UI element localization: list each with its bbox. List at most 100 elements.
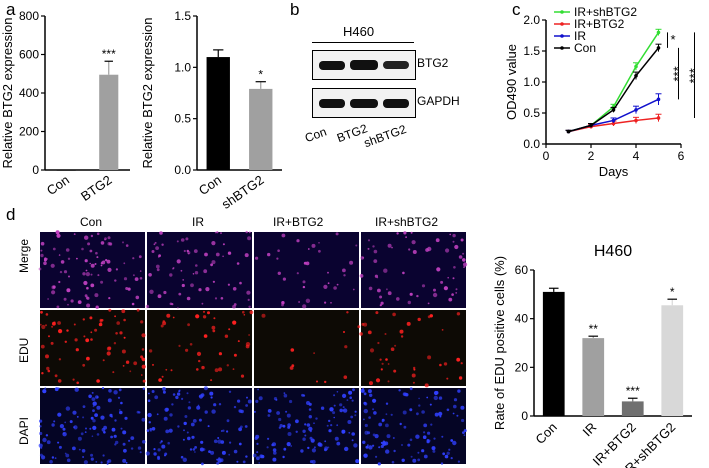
y-tick-label: 1.0 bbox=[523, 75, 540, 89]
panel-label-c: c bbox=[512, 0, 521, 19]
y-tick-label: 60 bbox=[515, 263, 529, 277]
x-tick-label: Con bbox=[532, 420, 559, 447]
y-tick-label: 2.0 bbox=[523, 13, 540, 27]
chart-a1-btg2-expression: 0 200 400 600 800 Relative BTG2 expression Con… bbox=[0, 9, 130, 204]
blot-band-gapdh bbox=[312, 88, 416, 118]
legend-marker-ir bbox=[560, 34, 564, 38]
significance-mark: *** bbox=[687, 68, 702, 83]
y-axis-label: OD490 value bbox=[504, 44, 519, 120]
x-tick-label: 6 bbox=[678, 149, 685, 163]
data-point-ir-shbtg2 bbox=[634, 64, 638, 69]
legend-label-con: Con bbox=[574, 41, 596, 55]
y-tick-label: 400 bbox=[19, 86, 39, 100]
data-point-ir-btg2 bbox=[634, 118, 638, 123]
legend-label-ir-shbtg2: IR+shBTG2 bbox=[574, 5, 637, 19]
western-blot: H460 BTG2 GAPDH Con BTG2 shBTG2 bbox=[303, 22, 460, 162]
significance-mark: ** bbox=[589, 322, 599, 336]
y-tick-label: 0 bbox=[521, 409, 528, 423]
x-tick-label: BTG2 bbox=[78, 172, 114, 204]
y-tick-label: 800 bbox=[19, 9, 39, 23]
panel-label-a: a bbox=[6, 0, 16, 19]
data-point-con bbox=[589, 123, 593, 128]
y-tick-label: 20 bbox=[515, 360, 529, 374]
y-tick-label: 0 bbox=[32, 163, 39, 177]
significance-mark: *** bbox=[626, 384, 640, 398]
micro-image-dapi-ir-btg2 bbox=[252, 388, 360, 464]
y-tick-label: 200 bbox=[19, 125, 39, 139]
chart-d-edu-rate: 0 20 40 60 Rate of EDU positive cells (%) H46… bbox=[492, 243, 692, 468]
data-point-con bbox=[566, 129, 571, 134]
blot-label-btg2: BTG2 bbox=[417, 56, 449, 70]
bar-con bbox=[206, 57, 230, 170]
micro-image-dapi-ir-shbtg2 bbox=[360, 387, 467, 466]
micro-row-merge: Merge bbox=[17, 238, 31, 273]
microscopy-grid: Con IR IR+BTG2 IR+shBTG2 Merge EDU DAPI bbox=[0, 215, 470, 468]
legend-label-ir-btg2: IR+BTG2 bbox=[574, 17, 625, 31]
chart-title: H460 bbox=[594, 243, 632, 260]
micro-row-edu: EDU bbox=[17, 337, 31, 363]
significance-mark: * bbox=[670, 285, 675, 299]
y-axis-label: Relative BTG2 expression bbox=[140, 17, 155, 168]
blot-band-btg2 bbox=[312, 50, 416, 80]
bar-con bbox=[56, 169, 76, 171]
micro-col-ir-shbtg2: IR+shBTG2 bbox=[375, 215, 439, 229]
micro-image-merge-ir-btg2 bbox=[254, 232, 359, 309]
bar-shbtg2 bbox=[249, 88, 273, 170]
y-tick-label: 0.5 bbox=[174, 112, 191, 126]
blot-cell-line: H460 bbox=[343, 24, 375, 39]
micro-col-ir: IR bbox=[192, 215, 204, 229]
data-point-ir-btg2 bbox=[611, 121, 616, 126]
significance-mark: *** bbox=[102, 47, 116, 61]
y-tick-label: 1.5 bbox=[523, 44, 540, 58]
legend-label-ir: IR bbox=[574, 29, 586, 43]
significance-mark: *** bbox=[671, 66, 686, 81]
x-axis-label: Days bbox=[599, 164, 629, 179]
data-point-ir-shbtg2 bbox=[656, 30, 661, 35]
blot-lane-con: Con bbox=[303, 124, 329, 146]
x-tick-label: shBTG2 bbox=[219, 172, 267, 212]
y-tick-label: 0.0 bbox=[174, 163, 191, 177]
significance-mark: * bbox=[671, 32, 676, 47]
legend-marker-con bbox=[560, 46, 564, 50]
micro-col-con: Con bbox=[80, 215, 103, 229]
x-tick-label: 0 bbox=[543, 149, 550, 163]
blot-lane-shbtg2: shBTG2 bbox=[362, 121, 409, 151]
legend-marker-ir-btg2 bbox=[560, 22, 564, 26]
data-point-ir bbox=[634, 108, 638, 112]
data-point-con bbox=[634, 74, 638, 78]
blot-label-gapdh: GAPDH bbox=[417, 94, 460, 108]
y-tick-label: 1.0 bbox=[174, 60, 191, 74]
data-point-ir bbox=[656, 97, 661, 102]
micro-image-merge-ir-shbtg2 bbox=[359, 231, 468, 308]
bar-btg2 bbox=[99, 74, 119, 170]
micro-image-merge-ir bbox=[145, 230, 252, 309]
y-axis-label: Rate of EDU positive cells (%) bbox=[492, 256, 507, 430]
y-tick-label: 1.5 bbox=[174, 9, 191, 23]
data-point-ir-btg2 bbox=[656, 116, 661, 120]
micro-col-ir-btg2: IR+BTG2 bbox=[273, 215, 324, 229]
micro-image-dapi-ir bbox=[145, 386, 252, 466]
panel-label-b: b bbox=[290, 0, 300, 19]
x-tick-label: 2 bbox=[588, 149, 595, 163]
y-tick-label: 600 bbox=[19, 48, 39, 62]
micro-image-dapi-con bbox=[38, 387, 146, 465]
chart-c-od490: 0.0 0.5 1.0 1.5 2.0 0 2 4 6 Days OD490 value IR+shB… bbox=[504, 5, 702, 179]
x-tick-label: Con bbox=[44, 172, 72, 198]
data-point-ir bbox=[611, 118, 616, 123]
x-tick-label: Con bbox=[196, 172, 224, 198]
bar-ir-btg2 bbox=[621, 401, 644, 416]
legend-marker-ir-shbtg2 bbox=[560, 10, 564, 14]
bar-con bbox=[542, 291, 565, 416]
microscopy-image-grid bbox=[38, 230, 468, 466]
data-point-con bbox=[611, 108, 616, 112]
panel-label-d: d bbox=[6, 205, 16, 224]
blot-header-line bbox=[312, 42, 414, 43]
y-tick-label: 40 bbox=[515, 312, 529, 326]
micro-image-edu-ir bbox=[147, 310, 254, 386]
bar-ir bbox=[582, 338, 605, 416]
x-tick-label: 4 bbox=[633, 149, 640, 163]
micro-image-edu-con bbox=[39, 308, 146, 386]
y-tick-label: 0.0 bbox=[523, 137, 540, 151]
micro-row-dapi: DAPI bbox=[17, 416, 31, 445]
x-tick-label: IR bbox=[580, 420, 600, 440]
